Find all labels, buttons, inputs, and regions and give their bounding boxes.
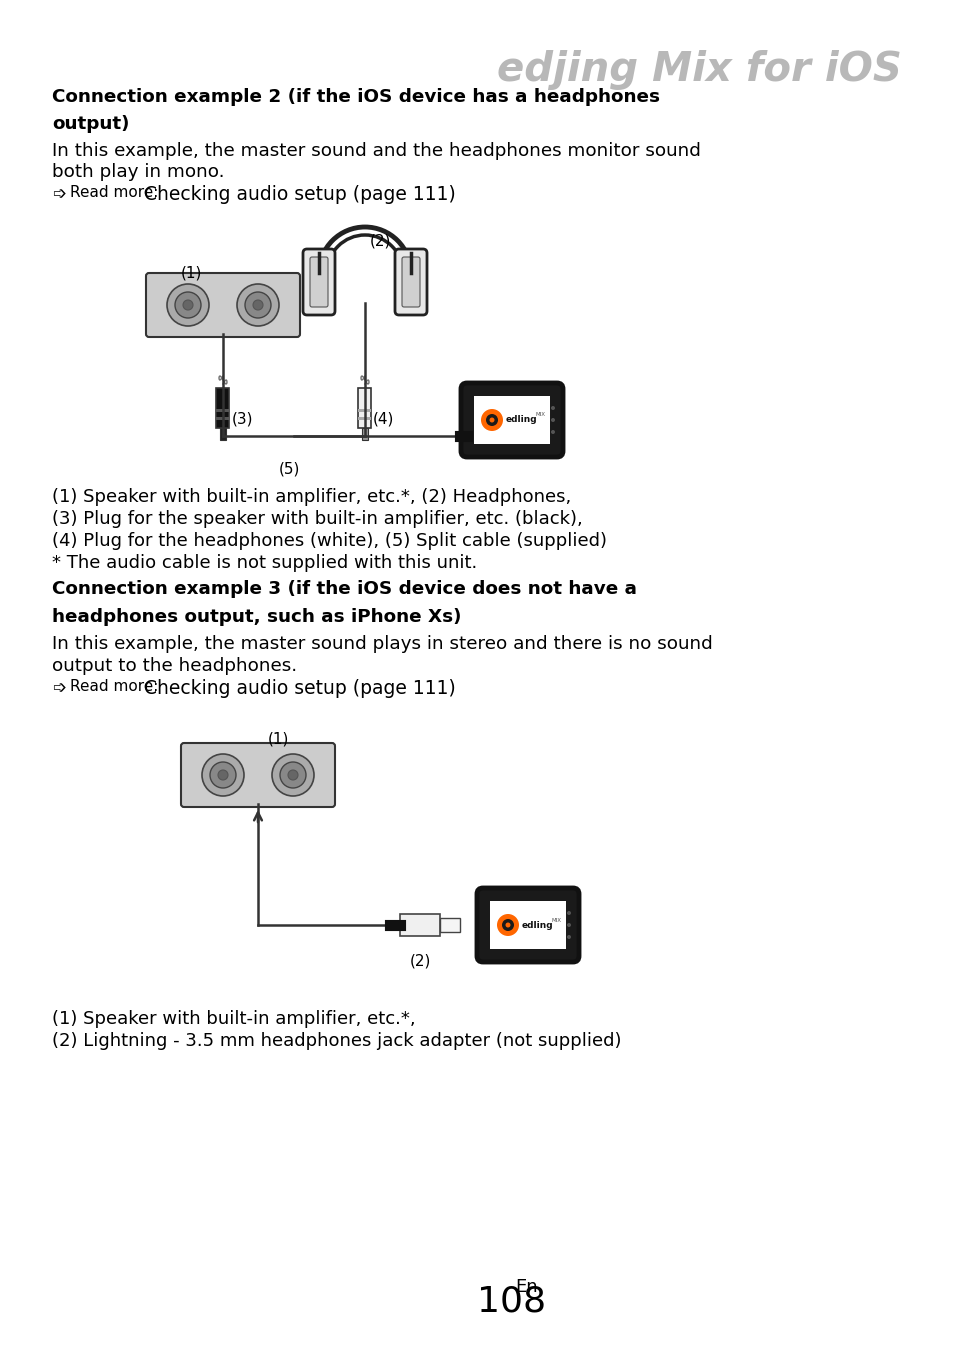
Circle shape — [566, 936, 571, 940]
Circle shape — [551, 418, 555, 422]
Circle shape — [480, 408, 502, 431]
Text: (1): (1) — [181, 266, 202, 280]
Bar — [216, 417, 230, 421]
FancyBboxPatch shape — [474, 396, 550, 443]
Circle shape — [218, 770, 228, 780]
Text: (4) Plug for the headphones (white), (5) Split cable (supplied): (4) Plug for the headphones (white), (5)… — [52, 532, 606, 550]
Circle shape — [202, 754, 244, 797]
FancyBboxPatch shape — [490, 900, 565, 949]
FancyBboxPatch shape — [310, 257, 328, 307]
Circle shape — [210, 762, 235, 789]
Text: (1) Speaker with built-in amplifier, etc.*, (2) Headphones,: (1) Speaker with built-in amplifier, etc… — [52, 488, 571, 506]
Circle shape — [245, 293, 271, 318]
Bar — [361, 429, 368, 439]
Bar — [358, 417, 371, 421]
Text: In this example, the master sound plays in stereo and there is no sound: In this example, the master sound plays … — [52, 635, 712, 652]
Circle shape — [183, 301, 193, 310]
Text: MIX: MIX — [552, 918, 561, 922]
Circle shape — [497, 914, 518, 936]
Circle shape — [174, 293, 201, 318]
Text: edjing Mix for iOS: edjing Mix for iOS — [497, 50, 901, 90]
Text: edling: edling — [521, 921, 553, 930]
Text: * The audio cable is not supplied with this unit.: * The audio cable is not supplied with t… — [52, 554, 476, 572]
Text: (5): (5) — [278, 462, 300, 477]
Circle shape — [501, 919, 514, 931]
Text: (2) Lightning - 3.5 mm headphones jack adapter (not supplied): (2) Lightning - 3.5 mm headphones jack a… — [52, 1033, 620, 1050]
Text: In this example, the master sound and the headphones monitor sound: In this example, the master sound and th… — [52, 142, 700, 160]
Text: output): output) — [52, 115, 130, 133]
FancyBboxPatch shape — [401, 257, 419, 307]
Text: ➩: ➩ — [52, 185, 66, 204]
Text: edling: edling — [505, 415, 537, 425]
Circle shape — [280, 762, 306, 789]
Circle shape — [489, 418, 494, 422]
Text: (2): (2) — [410, 953, 431, 968]
Circle shape — [272, 754, 314, 797]
Text: Read more:: Read more: — [70, 679, 158, 694]
Text: (3) Plug for the speaker with built-in amplifier, etc. (black),: (3) Plug for the speaker with built-in a… — [52, 510, 582, 528]
Bar — [358, 408, 371, 412]
Text: Read more:: Read more: — [70, 185, 158, 200]
Circle shape — [551, 430, 555, 434]
Text: 108: 108 — [476, 1285, 545, 1318]
FancyBboxPatch shape — [476, 888, 578, 962]
Text: ➩: ➩ — [52, 679, 66, 697]
FancyBboxPatch shape — [303, 249, 335, 315]
Text: Checking audio setup (page 111): Checking audio setup (page 111) — [144, 185, 456, 204]
Circle shape — [253, 301, 263, 310]
Bar — [399, 914, 439, 936]
Text: (1) Speaker with built-in amplifier, etc.*,: (1) Speaker with built-in amplifier, etc… — [52, 1010, 416, 1029]
Bar — [216, 388, 230, 429]
Text: both play in mono.: both play in mono. — [52, 163, 224, 181]
Circle shape — [505, 922, 510, 927]
Bar — [439, 918, 459, 931]
Bar — [358, 388, 371, 429]
Text: Checking audio setup (page 111): Checking audio setup (page 111) — [144, 679, 456, 698]
Circle shape — [167, 284, 209, 326]
Text: headphones output, such as iPhone Xs): headphones output, such as iPhone Xs) — [52, 608, 461, 625]
Circle shape — [288, 770, 297, 780]
Text: Connection example 3 (if the iOS device does not have a: Connection example 3 (if the iOS device … — [52, 580, 637, 599]
Text: (1): (1) — [268, 732, 289, 747]
Text: MIX: MIX — [536, 412, 545, 418]
FancyBboxPatch shape — [460, 383, 562, 457]
Text: (4): (4) — [373, 411, 394, 426]
Circle shape — [551, 406, 555, 410]
Bar — [220, 429, 226, 439]
FancyBboxPatch shape — [181, 743, 335, 807]
Text: output to the headphones.: output to the headphones. — [52, 656, 296, 675]
Bar — [216, 408, 230, 412]
Circle shape — [566, 911, 571, 915]
FancyBboxPatch shape — [395, 249, 427, 315]
Text: En: En — [515, 1278, 537, 1295]
Text: Connection example 2 (if the iOS device has a headphones: Connection example 2 (if the iOS device … — [52, 88, 659, 106]
FancyBboxPatch shape — [146, 274, 299, 337]
Circle shape — [485, 414, 497, 426]
Circle shape — [236, 284, 278, 326]
Circle shape — [566, 923, 571, 927]
Text: (2): (2) — [370, 233, 391, 248]
Text: (3): (3) — [232, 411, 253, 426]
